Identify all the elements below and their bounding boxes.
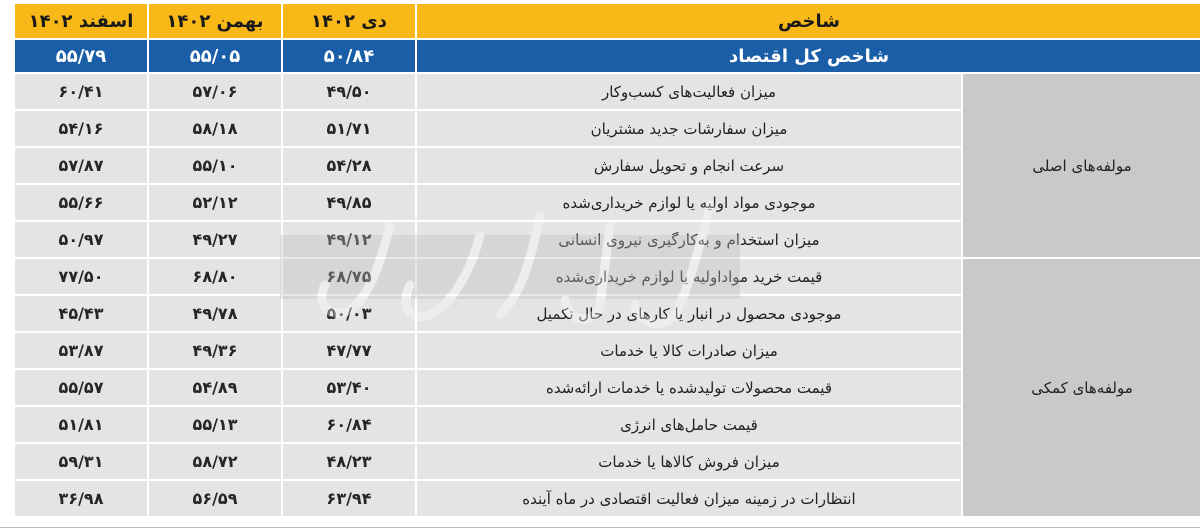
table-row: میزان سفارشات جدید مشتریان ۵۱/۷۱ ۵۸/۱۸ ۵…	[15, 111, 1200, 146]
value-esfand: ۴۵/۴۳	[15, 296, 147, 331]
indicator-name: قیمت خرید مواداولیه یا لوازم خریداری‌شده	[417, 259, 961, 294]
value-esfand: ۵۵/۵۷	[15, 370, 147, 405]
total-index-label: شاخص کل اقتصاد	[417, 40, 1200, 72]
group-main-components: مولفه‌های اصلی	[963, 74, 1200, 257]
header-esfand: اسفند ۱۴۰۲	[15, 4, 147, 38]
indicator-name: موجودی مواد اولیه یا لوازم خریداری‌شده	[417, 185, 961, 220]
value-dey: ۶۳/۹۴	[283, 481, 415, 516]
table-row: میزان فروش کالاها یا خدمات ۴۸/۲۳ ۵۸/۷۲ ۵…	[15, 444, 1200, 479]
indicator-name: میزان فروش کالاها یا خدمات	[417, 444, 961, 479]
table-row: قیمت محصولات تولیدشده یا خدمات ارائه‌شده…	[15, 370, 1200, 405]
value-esfand: ۵۳/۸۷	[15, 333, 147, 368]
table-row: موجودی محصول در انبار یا کارهای در حال ت…	[15, 296, 1200, 331]
table-row: انتظارات در زمینه میزان فعالیت اقتصادی د…	[15, 481, 1200, 516]
table-row: میزان استخدام و به‌کارگیری نیروی انسانی …	[15, 222, 1200, 257]
value-esfand: ۵۹/۳۱	[15, 444, 147, 479]
bottom-divider	[0, 527, 1200, 528]
value-dey: ۴۹/۵۰	[283, 74, 415, 109]
indicator-name: انتظارات در زمینه میزان فعالیت اقتصادی د…	[417, 481, 961, 516]
value-dey: ۴۹/۱۲	[283, 222, 415, 257]
indicator-name: قیمت حامل‌های انرژی	[417, 407, 961, 442]
table-row: قیمت حامل‌های انرژی ۶۰/۸۴ ۵۵/۱۳ ۵۱/۸۱	[15, 407, 1200, 442]
indicator-name: میزان استخدام و به‌کارگیری نیروی انسانی	[417, 222, 961, 257]
value-bahman: ۴۹/۳۶	[149, 333, 281, 368]
value-esfand: ۵۷/۸۷	[15, 148, 147, 183]
value-dey: ۵۴/۲۸	[283, 148, 415, 183]
total-dey: ۵۰/۸۴	[283, 40, 415, 72]
value-bahman: ۵۸/۷۲	[149, 444, 281, 479]
header-dey: دی ۱۴۰۲	[283, 4, 415, 38]
value-bahman: ۵۵/۱۳	[149, 407, 281, 442]
total-bahman: ۵۵/۰۵	[149, 40, 281, 72]
value-bahman: ۴۹/۷۸	[149, 296, 281, 331]
header-indicator: شاخص	[417, 4, 1200, 38]
value-bahman: ۶۸/۸۰	[149, 259, 281, 294]
value-dey: ۶۰/۸۴	[283, 407, 415, 442]
total-esfand: ۵۵/۷۹	[15, 40, 147, 72]
group-aux-components: مولفه‌های کمکی	[963, 259, 1200, 516]
value-dey: ۶۸/۷۵	[283, 259, 415, 294]
table-row: مولفه‌های اصلی میزان فعالیت‌های کسب‌وکار…	[15, 74, 1200, 257]
value-esfand: ۶۰/۴۱	[15, 74, 147, 109]
value-dey: ۴۹/۸۵	[283, 185, 415, 220]
indicator-name: سرعت انجام و تحویل سفارش	[417, 148, 961, 183]
table-row: سرعت انجام و تحویل سفارش ۵۴/۲۸ ۵۵/۱۰ ۵۷/…	[15, 148, 1200, 183]
table-row: مولفه‌های کمکی قیمت خرید مواداولیه یا لو…	[15, 259, 1200, 516]
value-bahman: ۵۴/۸۹	[149, 370, 281, 405]
value-esfand: ۵۰/۹۷	[15, 222, 147, 257]
indicator-name: موجودی محصول در انبار یا کارهای در حال ت…	[417, 296, 961, 331]
value-bahman: ۵۲/۱۲	[149, 185, 281, 220]
indicator-name: میزان صادرات کالا یا خدمات	[417, 333, 961, 368]
header-bahman: بهمن ۱۴۰۲	[149, 4, 281, 38]
table-row: میزان صادرات کالا یا خدمات ۴۷/۷۷ ۴۹/۳۶ ۵…	[15, 333, 1200, 368]
value-esfand: ۵۴/۱۶	[15, 111, 147, 146]
value-bahman: ۵۸/۱۸	[149, 111, 281, 146]
table-row: موجودی مواد اولیه یا لوازم خریداری‌شده ۴…	[15, 185, 1200, 220]
indicator-name: قیمت محصولات تولیدشده یا خدمات ارائه‌شده	[417, 370, 961, 405]
indices-table: شاخص دی ۱۴۰۲ بهمن ۱۴۰۲ اسفند ۱۴۰۲ شاخص ک…	[13, 2, 1200, 518]
table-header-row: شاخص دی ۱۴۰۲ بهمن ۱۴۰۲ اسفند ۱۴۰۲	[15, 4, 1200, 38]
value-bahman: ۵۷/۰۶	[149, 74, 281, 109]
value-esfand: ۷۷/۵۰	[15, 259, 147, 294]
value-dey: ۴۷/۷۷	[283, 333, 415, 368]
value-dey: ۵۱/۷۱	[283, 111, 415, 146]
value-dey: ۵۰/۰۳	[283, 296, 415, 331]
value-esfand: ۵۱/۸۱	[15, 407, 147, 442]
value-esfand: ۳۶/۹۸	[15, 481, 147, 516]
indicator-name: میزان سفارشات جدید مشتریان	[417, 111, 961, 146]
indicator-name: میزان فعالیت‌های کسب‌وکار	[417, 74, 961, 109]
value-esfand: ۵۵/۶۶	[15, 185, 147, 220]
value-bahman: ۵۵/۱۰	[149, 148, 281, 183]
value-bahman: ۴۹/۲۷	[149, 222, 281, 257]
total-index-row: شاخص کل اقتصاد ۵۰/۸۴ ۵۵/۰۵ ۵۵/۷۹	[15, 40, 1200, 72]
value-dey: ۵۳/۴۰	[283, 370, 415, 405]
value-dey: ۴۸/۲۳	[283, 444, 415, 479]
value-bahman: ۵۶/۵۹	[149, 481, 281, 516]
